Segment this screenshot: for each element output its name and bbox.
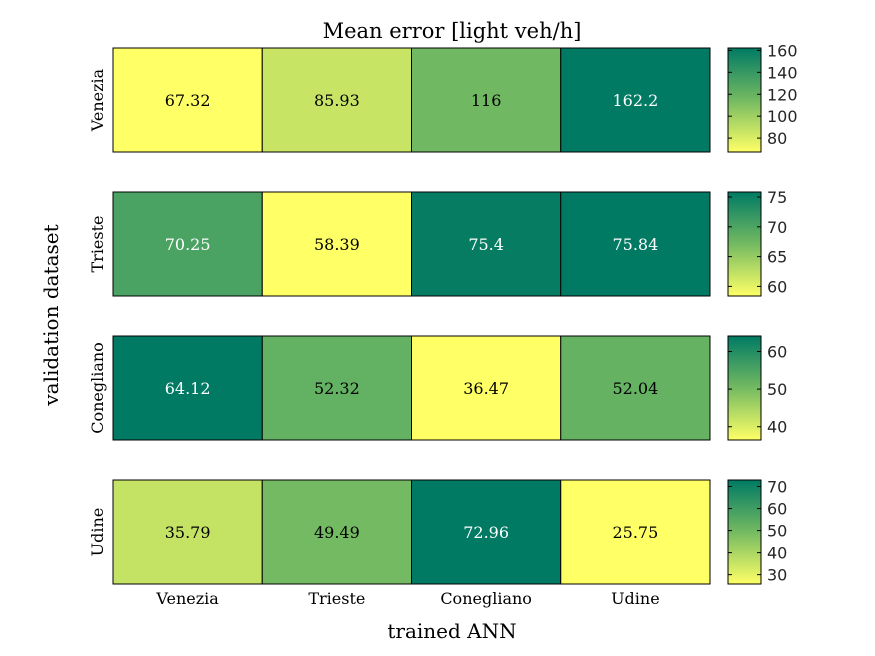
x-tick-label: Venezia [155, 589, 219, 608]
chart-title: Mean error [light veh/h] [323, 19, 582, 43]
heatmap-cell [411, 335, 562, 441]
cell-value-label: 52.32 [314, 379, 360, 398]
cell-value-label: 58.39 [314, 235, 360, 254]
heatmap-cell [112, 191, 263, 297]
colorbar-tick-label: 100 [767, 107, 798, 126]
colorbar-tick-label: 65 [767, 248, 787, 267]
cell-value-label: 72.96 [463, 523, 509, 542]
colorbar-gradient [727, 47, 762, 153]
cell-value-label: 162.2 [612, 91, 658, 110]
cell-value-label: 49.49 [314, 523, 360, 542]
cell-value-label: 70.25 [165, 235, 211, 254]
colorbar-tick-label: 120 [767, 85, 798, 104]
colorbar-tick-label: 60 [767, 342, 787, 361]
row-label: Venezia [88, 68, 107, 132]
colorbar-tick-label: 40 [767, 418, 787, 437]
heatmap-row-conegliano: 64.12 52.32 36.47 52.04 Conegliano 40 50 60 [88, 335, 787, 441]
colorbar-tick-label: 50 [767, 380, 787, 399]
colorbar-tick-label: 140 [767, 63, 798, 82]
row-label: Conegliano [88, 342, 107, 434]
heatmap-cell [261, 47, 412, 153]
colorbar-tick-label: 80 [767, 129, 787, 148]
heatmap-cell [261, 335, 412, 441]
x-axis-label: trained ANN [387, 619, 516, 643]
heatmap-cell [560, 335, 711, 441]
cell-value-label: 85.93 [314, 91, 360, 110]
colorbar-gradient [727, 335, 762, 441]
heatmap-cell [560, 47, 711, 153]
colorbar-tick-label: 30 [767, 566, 787, 585]
row-label: Trieste [88, 215, 107, 272]
heatmap-cell [261, 191, 412, 297]
colorbar-tick-label: 75 [767, 188, 787, 207]
cell-value-label: 35.79 [165, 523, 211, 542]
colorbar-tick-label: 60 [767, 277, 787, 296]
colorbar-tick-label: 70 [767, 218, 787, 237]
colorbar-gradient [727, 479, 762, 585]
heatmap-cell [112, 47, 263, 153]
colorbar-tick-label: 160 [767, 41, 798, 60]
colorbar-tick-label: 70 [767, 478, 787, 497]
colorbar: 60 65 70 75 [727, 188, 787, 297]
y-axis-label: validation dataset [39, 224, 63, 406]
heatmap-row-venezia: 67.32 85.93 116 162.2 Venezia 80 100 120 140 160 [88, 41, 798, 153]
cell-value-label: 75.4 [468, 235, 504, 254]
colorbar-tick-label: 40 [767, 544, 787, 563]
colorbar: 80 100 120 140 160 [727, 41, 798, 153]
heatmap-cell [112, 479, 263, 585]
x-tick-label: Udine [611, 589, 660, 608]
heatmap-cell [261, 479, 412, 585]
cell-value-label: 116 [471, 91, 502, 110]
heatmap-cell [411, 191, 562, 297]
colorbar-tick-label: 60 [767, 500, 787, 519]
heatmap-row-trieste: 70.25 58.39 75.4 75.84 Trieste 60 65 70 75 [88, 188, 787, 297]
colorbar: 30 40 50 60 70 [727, 478, 787, 585]
heatmap-cell [560, 191, 711, 297]
cell-value-label: 52.04 [612, 379, 658, 398]
heatmap-panels: 67.32 85.93 116 162.2 Venezia 80 100 120 140 160 7… [88, 41, 798, 584]
colorbar-tick-label: 50 [767, 522, 787, 541]
colorbar: 40 50 60 [727, 335, 787, 441]
heatmap-row-udine: 35.79 49.49 72.96 25.75 Udine 30 40 50 60 70 [88, 478, 787, 585]
heatmap-cell [560, 479, 711, 585]
cell-value-label: 64.12 [165, 379, 211, 398]
x-tick-label: Trieste [308, 589, 365, 608]
cell-value-label: 25.75 [612, 523, 658, 542]
colorbar-gradient [727, 191, 762, 297]
cell-value-label: 75.84 [612, 235, 658, 254]
heatmap-cell [411, 47, 562, 153]
heatmap-cell [411, 479, 562, 585]
row-label: Udine [88, 508, 107, 557]
x-tick-label: Conegliano [440, 589, 532, 608]
cell-value-label: 36.47 [463, 379, 509, 398]
cell-value-label: 67.32 [165, 91, 211, 110]
